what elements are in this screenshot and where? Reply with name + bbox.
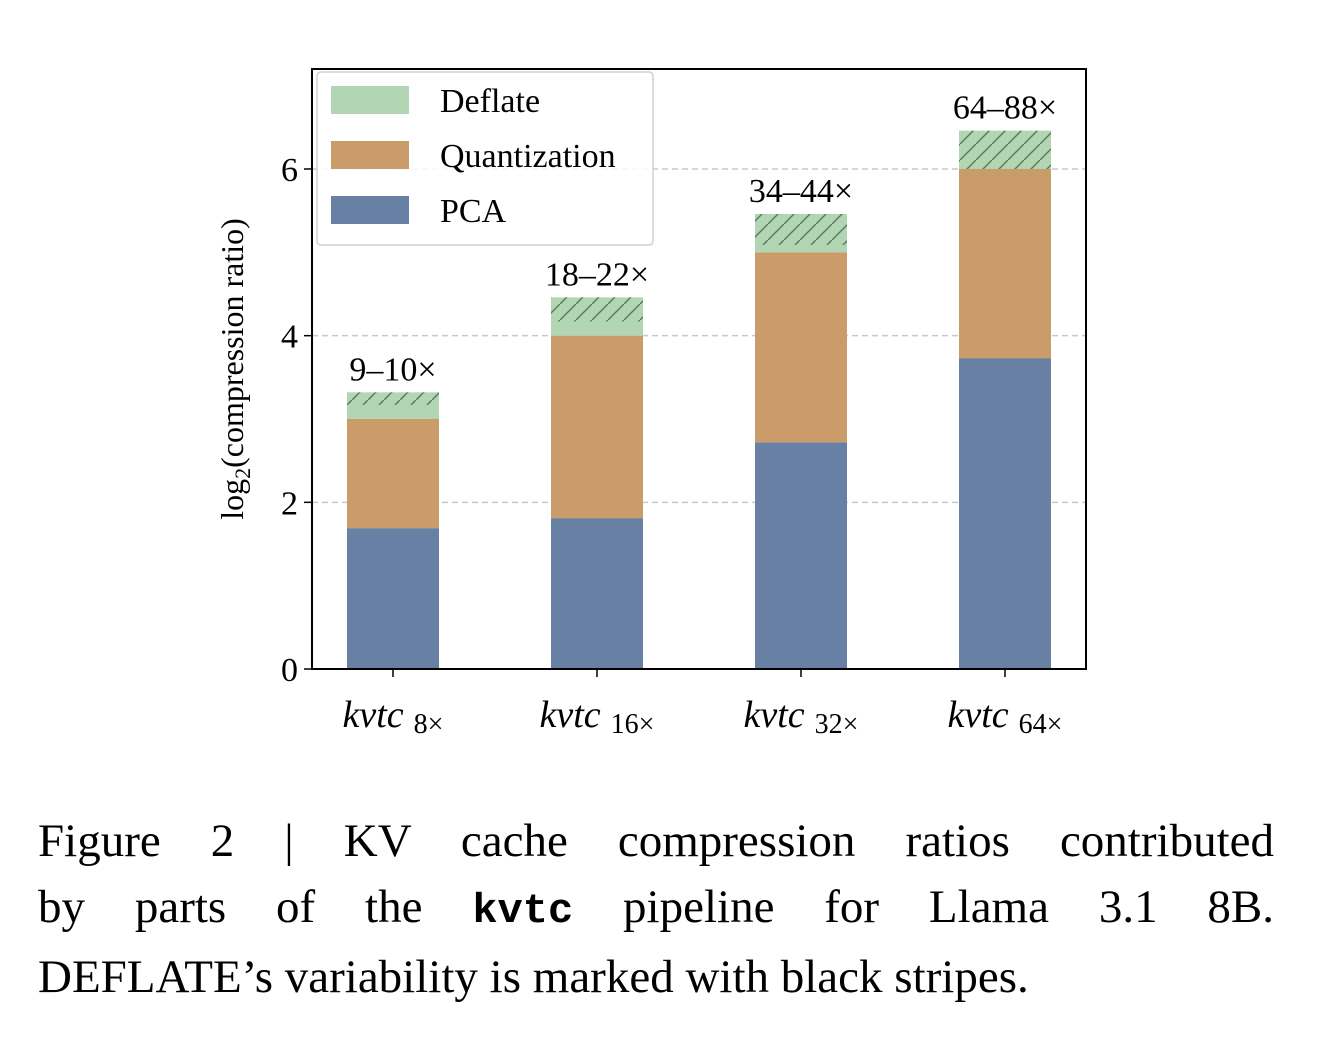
y-tick-label: 4 bbox=[281, 319, 298, 356]
caption-text: by parts of the bbox=[38, 881, 423, 933]
y-axis-label: log2(compression ratio) bbox=[214, 218, 255, 520]
bar-deflate-variability-hatch bbox=[755, 214, 847, 245]
x-tick-label: kvtc 32× bbox=[744, 694, 859, 740]
legend-label: PCA bbox=[440, 193, 507, 230]
bar-quantization bbox=[755, 252, 847, 443]
bar-quantization bbox=[959, 169, 1051, 359]
bar-pca bbox=[959, 358, 1051, 669]
caption-line-2: by parts of the kvtc pipeline for Llama … bbox=[38, 874, 1274, 944]
legend-swatch bbox=[331, 141, 409, 169]
caption-line-1: Figure 2 | KV cache compression ratios c… bbox=[38, 815, 1274, 867]
x-tick-label: kvtc 16× bbox=[540, 694, 655, 740]
bar-label: 9–10× bbox=[349, 351, 436, 388]
figure-caption: Figure 2 | KV cache compression ratios c… bbox=[38, 808, 1274, 1010]
x-tick-label: kvtc 64× bbox=[948, 694, 1063, 740]
bar-pca bbox=[755, 442, 847, 669]
legend-swatch bbox=[331, 196, 409, 224]
y-tick-label: 2 bbox=[281, 485, 298, 522]
x-tick-label: kvtc 8× bbox=[343, 694, 444, 740]
y-tick-label: 0 bbox=[281, 652, 298, 689]
bar-label: 18–22× bbox=[545, 256, 649, 293]
bar-quantization bbox=[551, 335, 643, 519]
bar-deflate-variability-hatch bbox=[551, 297, 643, 322]
legend-label: Deflate bbox=[440, 83, 540, 120]
bar-label: 34–44× bbox=[749, 173, 853, 210]
legend-swatch bbox=[331, 86, 409, 114]
bar-quantization bbox=[347, 419, 439, 529]
caption-code-kvtc: kvtc bbox=[472, 887, 574, 935]
legend-label: Quantization bbox=[440, 138, 616, 175]
stacked-bar-chart: 9–10× kvtc 8× 18–22× kvtc 16× 34–44× kvtc 32× 64–… bbox=[214, 68, 1087, 740]
plot-frame bbox=[311, 68, 1087, 670]
bar-pca bbox=[347, 528, 439, 669]
bar-pca bbox=[551, 518, 643, 669]
bar-deflate-variability-hatch bbox=[347, 392, 439, 405]
caption-text: pipeline for Llama 3.1 8B. bbox=[623, 881, 1275, 933]
caption-line-3: DEFLATE’s variability is marked with bla… bbox=[38, 951, 1029, 1003]
y-tick-label: 6 bbox=[281, 152, 298, 189]
bar-label: 64–88× bbox=[953, 90, 1057, 127]
bar-deflate-variability-hatch bbox=[959, 130, 1051, 169]
